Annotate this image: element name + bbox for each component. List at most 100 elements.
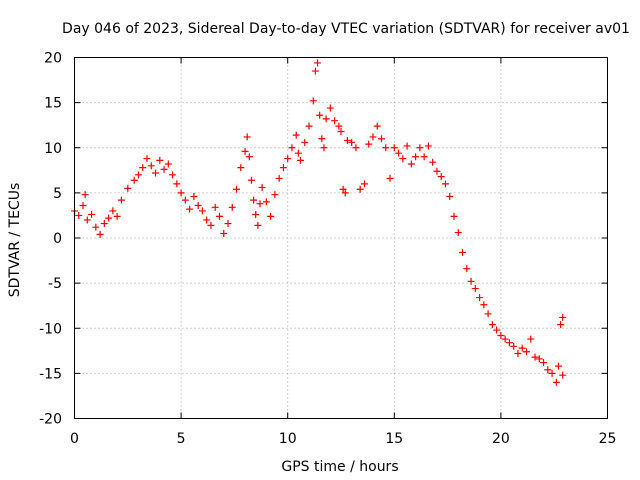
- data-point: [113, 212, 121, 220]
- data-point: [493, 326, 501, 334]
- data-point: [337, 128, 345, 136]
- x-axis-label: GPS time / hours: [281, 459, 398, 475]
- data-point: [96, 230, 104, 238]
- data-point: [514, 350, 522, 358]
- data-point: [559, 371, 567, 379]
- tick-labels: 0 5 10 15 20 25 -20 -15 -10 -5 0 5 10 15 20: [39, 51, 616, 448]
- axis-ticks: [74, 57, 608, 419]
- data-point: [412, 153, 420, 161]
- data-point: [476, 294, 484, 302]
- x-tick-label: 15: [385, 431, 403, 447]
- data-point: [326, 104, 334, 112]
- y-tick-label: -10: [39, 321, 62, 337]
- data-point: [250, 196, 258, 204]
- data-point: [100, 220, 108, 228]
- y-tick-label: -15: [39, 366, 62, 382]
- data-point: [531, 353, 539, 361]
- x-tick-label: 10: [279, 431, 297, 447]
- data-point: [186, 205, 194, 213]
- data-point: [548, 369, 556, 377]
- data-point: [215, 212, 223, 220]
- data-point: [339, 185, 347, 193]
- data-point: [190, 192, 198, 200]
- y-tick-label: 5: [53, 186, 62, 202]
- data-point: [81, 191, 89, 199]
- data-point: [557, 321, 565, 329]
- data-point: [373, 122, 381, 130]
- data-point: [369, 133, 377, 141]
- data-point: [241, 147, 249, 155]
- data-point: [463, 265, 471, 273]
- data-point: [169, 171, 177, 179]
- data-point: [335, 122, 343, 130]
- data-point: [552, 378, 560, 386]
- data-point: [407, 160, 415, 168]
- data-point: [356, 185, 364, 193]
- data-point: [305, 122, 313, 130]
- data-point: [294, 149, 302, 157]
- data-point: [134, 171, 142, 179]
- data-point: [484, 310, 492, 318]
- data-point: [382, 144, 390, 152]
- data-point: [518, 344, 526, 352]
- data-point: [433, 167, 441, 175]
- data-point: [390, 144, 398, 152]
- data-point: [152, 169, 160, 177]
- data-point: [271, 191, 279, 199]
- data-point: [322, 115, 330, 123]
- y-tick-label: 0: [53, 231, 62, 247]
- data-point: [143, 155, 151, 163]
- data-point: [510, 342, 518, 350]
- data-point: [198, 207, 206, 215]
- data-point: [173, 180, 181, 188]
- data-point: [424, 142, 432, 150]
- data-point: [258, 183, 266, 191]
- data-point: [83, 216, 91, 224]
- data-point: [105, 214, 113, 222]
- data-point: [403, 142, 411, 150]
- grid: [74, 57, 608, 419]
- data-point: [88, 211, 96, 219]
- data-point: [207, 221, 215, 229]
- data-point: [79, 202, 87, 210]
- data-point: [203, 216, 211, 224]
- y-tick-label: -5: [48, 276, 62, 292]
- data-point: [262, 198, 270, 206]
- data-point: [139, 164, 147, 172]
- data-point: [471, 285, 479, 293]
- data-point: [311, 67, 319, 75]
- data-point: [365, 140, 373, 148]
- data-point: [348, 138, 356, 146]
- data-point: [75, 211, 83, 219]
- data-point: [501, 335, 509, 343]
- data-point: [441, 180, 449, 188]
- data-point: [378, 135, 386, 143]
- data-point: [267, 212, 275, 220]
- x-tick-label: 0: [70, 431, 79, 447]
- data-point: [318, 135, 326, 143]
- data-point: [352, 144, 360, 152]
- data-point: [429, 158, 437, 166]
- data-point: [309, 97, 317, 105]
- data-point: [540, 359, 548, 367]
- data-point: [316, 111, 324, 119]
- data-point: [416, 144, 424, 152]
- data-point: [245, 153, 253, 161]
- data-point: [488, 321, 496, 329]
- data-point: [497, 331, 505, 339]
- data-point: [544, 366, 552, 374]
- data-point: [247, 176, 255, 184]
- data-point: [341, 189, 349, 197]
- data-point: [320, 144, 328, 152]
- data-point: [284, 155, 292, 163]
- data-point: [243, 133, 251, 141]
- x-tick-label: 5: [177, 431, 186, 447]
- data-point: [130, 176, 138, 184]
- data-point: [459, 248, 467, 256]
- data-point: [109, 207, 117, 215]
- data-point: [446, 192, 454, 200]
- data-point: [194, 202, 202, 210]
- data-point: [228, 203, 236, 211]
- y-tick-label: 10: [44, 141, 62, 157]
